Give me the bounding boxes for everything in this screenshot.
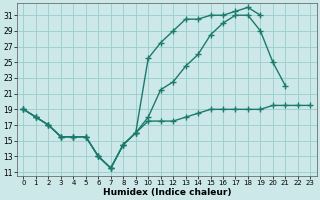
X-axis label: Humidex (Indice chaleur): Humidex (Indice chaleur)	[103, 188, 231, 197]
